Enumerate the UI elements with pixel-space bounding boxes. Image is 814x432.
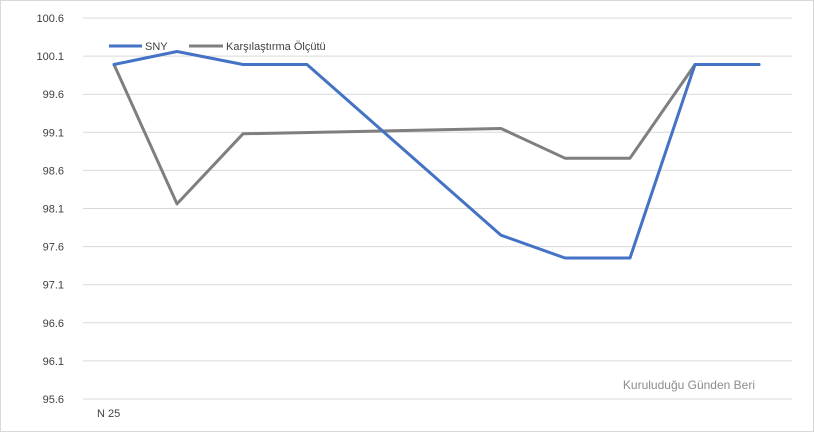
y-tick-label: 100.6 [36, 13, 64, 25]
y-tick-label: 95.6 [43, 394, 64, 406]
y-tick-label: 99.6 [43, 89, 64, 101]
y-axis-tick-labels: 100.6 100.1 99.6 99.1 98.6 98.1 97.6 97.1 96.6 96… [36, 13, 64, 406]
series-lines [112, 50, 761, 260]
legend-item: SNY [109, 41, 168, 53]
y-tick-label: 96.6 [43, 318, 64, 330]
series-line-sny [112, 50, 761, 260]
chart-annotation: Kuruluduğu Günden Beri [623, 378, 755, 392]
gridlines [83, 17, 792, 400]
x-axis-tick-labels: N 25 [97, 408, 120, 420]
y-tick-label: 97.6 [43, 242, 64, 254]
legend-label: SNY [145, 41, 168, 53]
legend: SNY Karşılaştırma Ölçütü [109, 41, 326, 53]
series-line-benchmark [112, 63, 761, 206]
x-tick-label: N 25 [97, 408, 120, 420]
y-tick-label: 99.1 [43, 127, 64, 139]
legend-label: Karşılaştırma Ölçütü [226, 41, 326, 53]
y-tick-label: 98.6 [43, 165, 64, 177]
y-tick-label: 97.1 [43, 280, 64, 292]
y-tick-label: 96.1 [43, 356, 64, 368]
y-tick-label: 98.1 [43, 204, 64, 216]
legend-item: Karşılaştırma Ölçütü [189, 41, 326, 53]
y-tick-label: 100.1 [36, 51, 64, 63]
